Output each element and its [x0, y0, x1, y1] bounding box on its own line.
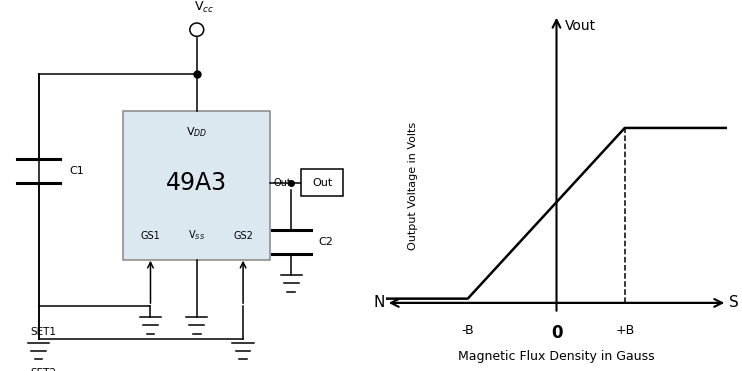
- Text: -B: -B: [462, 324, 474, 337]
- Text: V$_{cc}$: V$_{cc}$: [194, 0, 214, 15]
- Text: C1: C1: [70, 166, 84, 175]
- Text: 49A3: 49A3: [166, 171, 227, 194]
- Text: V$_{DD}$: V$_{DD}$: [186, 125, 208, 139]
- Text: 0: 0: [551, 324, 562, 342]
- Text: SET2: SET2: [31, 368, 57, 371]
- Text: SET1: SET1: [31, 327, 57, 337]
- Text: N: N: [373, 295, 384, 311]
- Text: S: S: [729, 295, 738, 311]
- Bar: [301, 168, 344, 196]
- Bar: [123, 111, 270, 260]
- Text: Vout: Vout: [565, 19, 596, 33]
- Text: GS2: GS2: [233, 231, 253, 240]
- Text: V$_{SS}$: V$_{SS}$: [188, 229, 206, 243]
- Text: GS1: GS1: [140, 231, 160, 240]
- Text: +B: +B: [615, 324, 634, 337]
- Text: C2: C2: [318, 237, 333, 247]
- Text: Out: Out: [312, 178, 332, 187]
- Text: Magnetic Flux Density in Gauss: Magnetic Flux Density in Gauss: [459, 350, 654, 363]
- Text: Out: Out: [274, 178, 292, 187]
- Text: Output Voltage in Volts: Output Voltage in Volts: [408, 121, 418, 250]
